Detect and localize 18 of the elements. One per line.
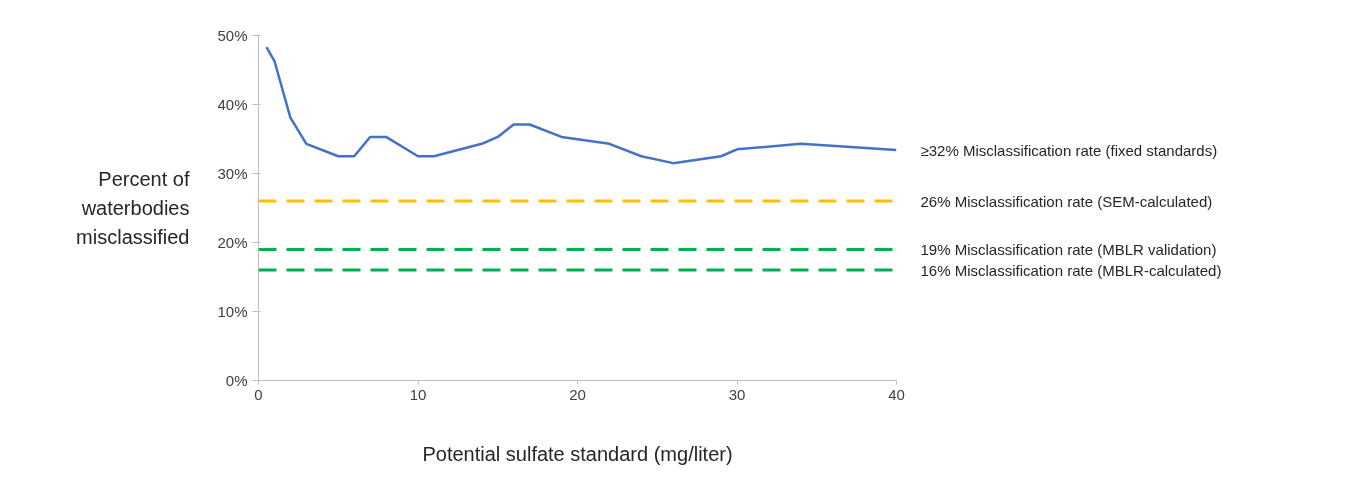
x-tick-label: 10	[409, 385, 427, 403]
line-series	[265, 45, 897, 165]
ref-line-label: 16% Misclassification rate (MBLR-calculated)	[920, 261, 1222, 279]
x-tick-label: 20	[569, 385, 586, 403]
x-tick-label: 0	[254, 385, 263, 403]
y-axis-title: Percent of waterbodies misclassified	[76, 168, 190, 248]
x-axis-title: Potential sulfate standard (mg/liter)	[422, 442, 733, 465]
y-tick-label: 40%	[217, 96, 248, 113]
y-tick-label: 0%	[225, 372, 248, 389]
ref-line-label: 19% Misclassification rate (MBLR validation)	[920, 240, 1217, 258]
y-tick-label: 50%	[217, 27, 248, 44]
y-tick-label: 30%	[217, 165, 248, 182]
y-tick-label: 10%	[217, 303, 248, 320]
x-tick-label: 40	[888, 385, 905, 403]
y-tick-label: 20%	[217, 234, 248, 251]
series-label: ≥32% Misclassification rate (fixed standards)	[920, 141, 1218, 159]
ref-line-label: 26% Misclassification rate (SEM-calculated)	[920, 192, 1213, 210]
x-tick-label: 30	[728, 385, 746, 403]
